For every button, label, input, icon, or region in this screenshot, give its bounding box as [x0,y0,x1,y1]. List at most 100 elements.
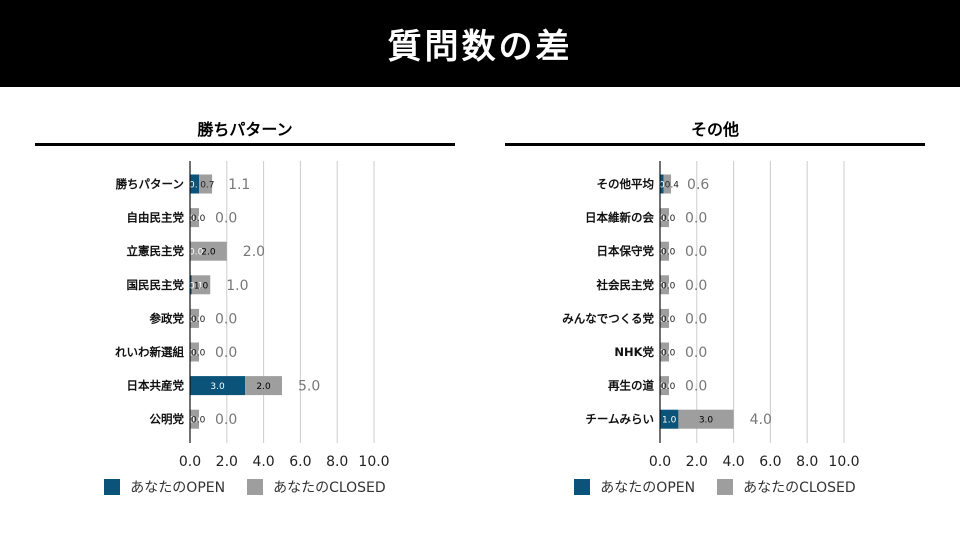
x-tick-label: 6.0 [289,454,311,470]
panel-title: その他 [690,120,739,139]
data-label-open: 0.0 [659,382,674,392]
x-tick-label: 4.0 [252,454,274,470]
bar-closed [660,275,669,295]
total-label: 0.0 [215,211,237,227]
category-label: 公明党 [150,412,185,426]
category-label: 国民民主党 [127,278,185,292]
category-label: れいわ新選組 [115,345,184,359]
total-label: 0.0 [215,412,237,428]
data-label-open: 0.0 [189,315,204,325]
bar-closed [190,308,199,328]
data-label-open: 0.0 [659,349,674,359]
bar-closed [191,275,211,295]
total-label: 5.0 [298,379,320,395]
data-label-open: 0. [189,181,198,191]
x-tick-label: 8.0 [326,454,348,470]
category-label: 社会民主党 [596,278,655,292]
x-tick-label: 0.0 [649,454,671,470]
data-label-closed: 0.0 [661,248,676,258]
bar-open [190,174,200,194]
category-label: みんなでつくる党 [562,311,654,325]
panel-others: その他 0.0 2.0 4.0 6.0 8.0 10.0 その他平均 0. 0.4 0.6 日本維新… [505,108,925,508]
bar-open [660,409,679,429]
total-label: 1.1 [228,177,250,193]
data-label-open: 0.0 [659,281,674,291]
bar-closed [199,174,213,194]
legend-item-closed: あなたのCLOSED [717,477,856,497]
legend-label-open: あなたのOPEN [600,480,696,496]
data-label-open: 0.0 [189,416,204,426]
total-label: 0.0 [685,311,707,327]
category-label: 再生の道 [608,379,654,393]
data-label-closed: 0.0 [191,349,206,359]
x-tick-label: 4.0 [722,454,744,470]
data-label-open: 0.0 [189,214,204,224]
category-label: 自由民主党 [127,211,185,225]
category-label: 日本共産党 [127,379,185,393]
page-title: 質問数の差 [387,27,573,67]
category-label: NHK党 [614,345,654,359]
total-label: 0.0 [685,345,707,361]
category-label: 日本維新の会 [585,211,654,225]
data-label-closed: 0.0 [661,281,676,291]
total-label: 0.6 [687,177,709,193]
total-label: 2.0 [243,244,265,260]
panel-divider [505,143,925,146]
legend-label-closed: あなたのCLOSED [743,480,856,496]
bar-closed [190,208,199,228]
data-label-closed: 2.0 [201,248,216,258]
legend-label-closed: あなたのCLOSED [273,480,386,496]
total-label: 0.0 [215,345,237,361]
panel-title: 勝ちパターン [197,120,293,139]
bar-closed [660,342,669,362]
total-label: 4.0 [750,412,772,428]
bar-open [190,275,192,295]
data-label-open: 3.0 [210,382,225,392]
bar-closed [660,308,669,328]
legend-swatch-open [104,479,121,495]
panel-divider [35,143,455,146]
legend: あなたのOPEN あなたのCLOSED [35,477,455,497]
bar-closed [190,409,199,429]
x-tick-label: 10.0 [358,454,389,470]
category-label: その他平均 [597,177,655,191]
bar-closed [660,241,669,261]
legend-item-open: あなたのOPEN [104,477,225,497]
x-tick-label: 10.0 [828,454,859,470]
data-label-closed: 0.0 [661,214,676,224]
data-label-open: 1.0 [662,416,677,426]
data-label-open: 0.0 [659,214,674,224]
legend-swatch-open [574,479,591,495]
data-label-open: 0.0 [189,349,204,359]
total-label: 1.0 [226,278,248,294]
legend-swatch-closed [717,479,734,495]
total-label: 0.0 [685,379,707,395]
data-label-closed: 2.0 [256,382,271,392]
total-label: 0.0 [685,211,707,227]
bar-chart-others: 0.0 2.0 4.0 6.0 8.0 10.0 その他平均 0.0.4 0.6 日本維新の会 0.… [562,161,860,470]
data-label-closed: 1.0 [194,281,209,291]
data-label-open: 0.0 [189,248,204,258]
bar-closed [245,376,282,396]
data-label-open: 0.0 [659,248,674,258]
data-label-closed: 0.7 [200,181,214,191]
data-label-closed: 0.0 [191,214,206,224]
legend: あなたのOPEN あなたのCLOSED [505,477,925,497]
category-label: 参政党 [149,311,185,325]
bar-open [660,174,664,194]
legend-item-open: あなたのOPEN [574,477,695,497]
x-tick-label: 2.0 [216,454,238,470]
data-label-closed: 0.4 [665,181,680,191]
bar-closed [660,376,669,396]
total-label: 0.0 [685,278,707,294]
x-tick-label: 6.0 [759,454,781,470]
data-label-closed: 0.0 [191,315,206,325]
data-label-open: 0. [659,181,668,191]
data-label-open: 0.0 [659,315,674,325]
header-bar: 質問数の差 [0,0,960,87]
total-label: 0.0 [215,311,237,327]
data-label-closed: 0.0 [661,349,676,359]
category-label: 勝ちパターン [116,177,184,191]
bar-closed [190,241,227,261]
